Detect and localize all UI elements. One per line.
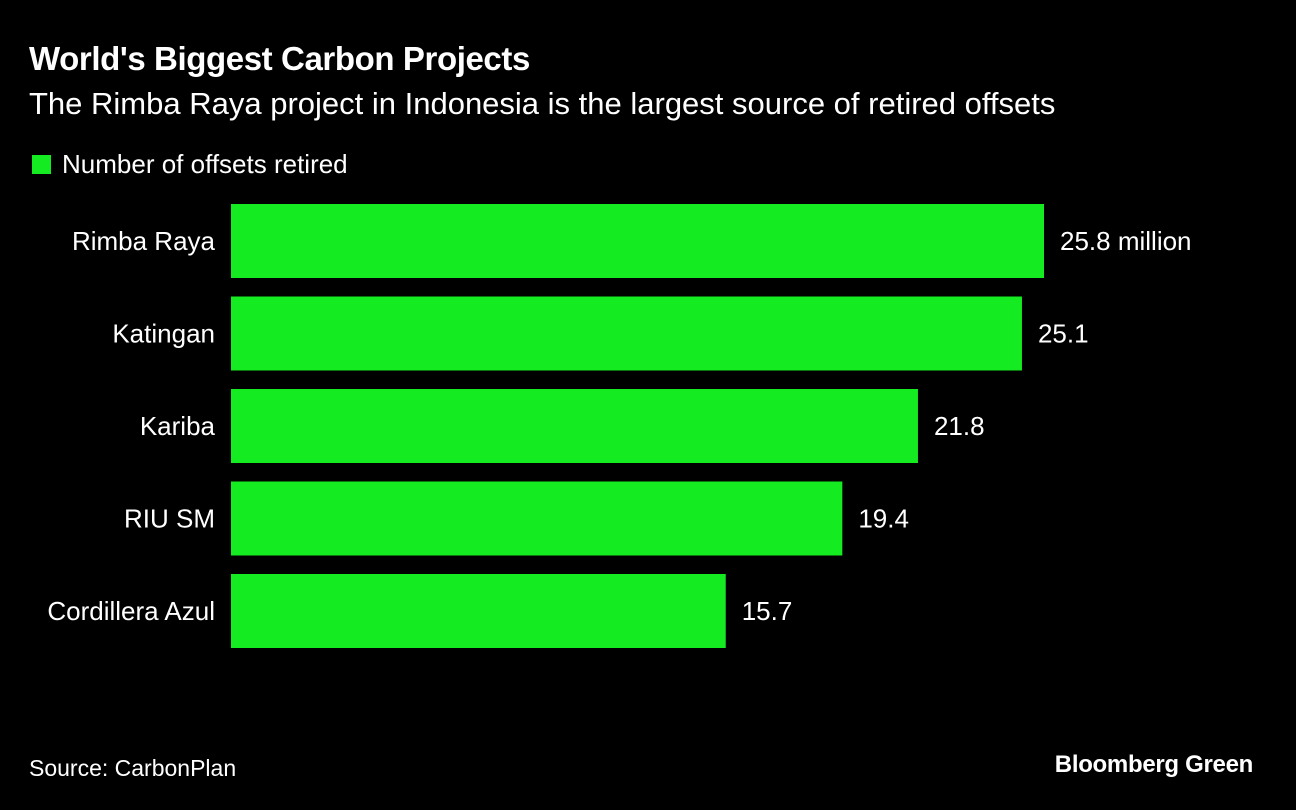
bar — [231, 574, 726, 648]
legend: Number of offsets retired — [32, 149, 348, 180]
value-label: 25.8 million — [1060, 226, 1192, 256]
category-label: Katingan — [112, 319, 215, 349]
value-label: 21.8 — [934, 411, 985, 441]
category-label: RIU SM — [124, 504, 215, 534]
bar-chart: Rimba Raya 25.8 million Katingan 25.1 Kariba… — [47, 204, 1192, 648]
source-note: Source: CarbonPlan — [29, 755, 237, 781]
value-label: 15.7 — [742, 596, 793, 626]
bar — [231, 296, 1022, 371]
category-label: Kariba — [140, 411, 216, 441]
bar — [231, 481, 843, 556]
chart-subtitle: The Rimba Raya project in Indonesia is t… — [29, 86, 1056, 121]
category-label: Rimba Raya — [72, 226, 216, 256]
bar — [231, 204, 1044, 278]
legend-label: Number of offsets retired — [62, 149, 348, 179]
chart-title: World's Biggest Carbon Projects — [29, 40, 530, 77]
value-label: 25.1 — [1038, 319, 1089, 349]
brand-logo: Bloomberg Green — [1054, 751, 1254, 778]
bar — [231, 389, 918, 463]
category-label: Cordillera Azul — [47, 596, 215, 626]
value-label: 19.4 — [858, 504, 909, 534]
legend-swatch — [32, 155, 51, 174]
